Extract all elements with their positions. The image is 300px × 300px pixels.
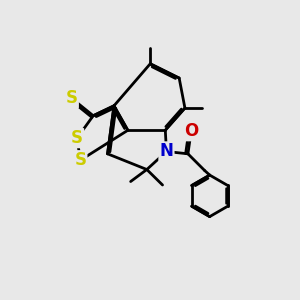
Text: S: S xyxy=(66,89,78,107)
Text: S: S xyxy=(74,151,86,169)
Text: N: N xyxy=(160,142,173,160)
Text: O: O xyxy=(184,122,198,140)
Text: S: S xyxy=(71,129,83,147)
